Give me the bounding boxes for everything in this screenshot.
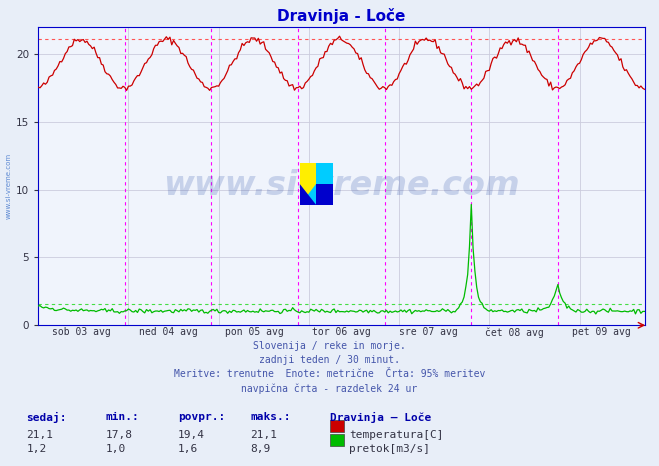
Title: Dravinja - Loče: Dravinja - Loče	[277, 8, 405, 25]
Text: ned 04 avg: ned 04 avg	[139, 327, 198, 337]
Bar	[300, 163, 316, 184]
Text: 17,8: 17,8	[105, 430, 132, 440]
Text: www.si-vreme.com: www.si-vreme.com	[163, 169, 520, 202]
Text: 19,4: 19,4	[178, 430, 205, 440]
Text: zadnji teden / 30 minut.: zadnji teden / 30 minut.	[259, 355, 400, 365]
Polygon shape	[300, 184, 316, 205]
Text: temperatura[C]: temperatura[C]	[349, 430, 444, 440]
Text: pretok[m3/s]: pretok[m3/s]	[349, 444, 430, 454]
Text: Slovenija / reke in morje.: Slovenija / reke in morje.	[253, 341, 406, 351]
Text: Dravinja – Loče: Dravinja – Loče	[330, 412, 431, 424]
Text: sob 03 avg: sob 03 avg	[52, 327, 111, 337]
Text: 1,2: 1,2	[26, 444, 47, 454]
Bar	[300, 184, 316, 205]
Bar	[316, 163, 333, 184]
Text: 1,0: 1,0	[105, 444, 126, 454]
Text: www.si-vreme.com: www.si-vreme.com	[5, 153, 11, 219]
Text: min.:: min.:	[105, 412, 139, 422]
Text: pon 05 avg: pon 05 avg	[225, 327, 284, 337]
Text: 1,6: 1,6	[178, 444, 198, 454]
Polygon shape	[300, 184, 316, 205]
Text: Meritve: trenutne  Enote: metrične  Črta: 95% meritev: Meritve: trenutne Enote: metrične Črta: …	[174, 369, 485, 379]
Polygon shape	[300, 184, 316, 205]
Text: maks.:: maks.:	[250, 412, 291, 422]
Text: tor 06 avg: tor 06 avg	[312, 327, 371, 337]
Text: čet 08 avg: čet 08 avg	[485, 327, 544, 338]
Text: 8,9: 8,9	[250, 444, 271, 454]
Text: navpična črta - razdelek 24 ur: navpična črta - razdelek 24 ur	[241, 383, 418, 394]
Text: pet 09 avg: pet 09 avg	[572, 327, 631, 337]
Bar	[316, 184, 333, 205]
Text: 21,1: 21,1	[26, 430, 53, 440]
Text: 21,1: 21,1	[250, 430, 277, 440]
Text: sre 07 avg: sre 07 avg	[399, 327, 457, 337]
Text: sedaj:: sedaj:	[26, 412, 67, 424]
Text: povpr.:: povpr.:	[178, 412, 225, 422]
